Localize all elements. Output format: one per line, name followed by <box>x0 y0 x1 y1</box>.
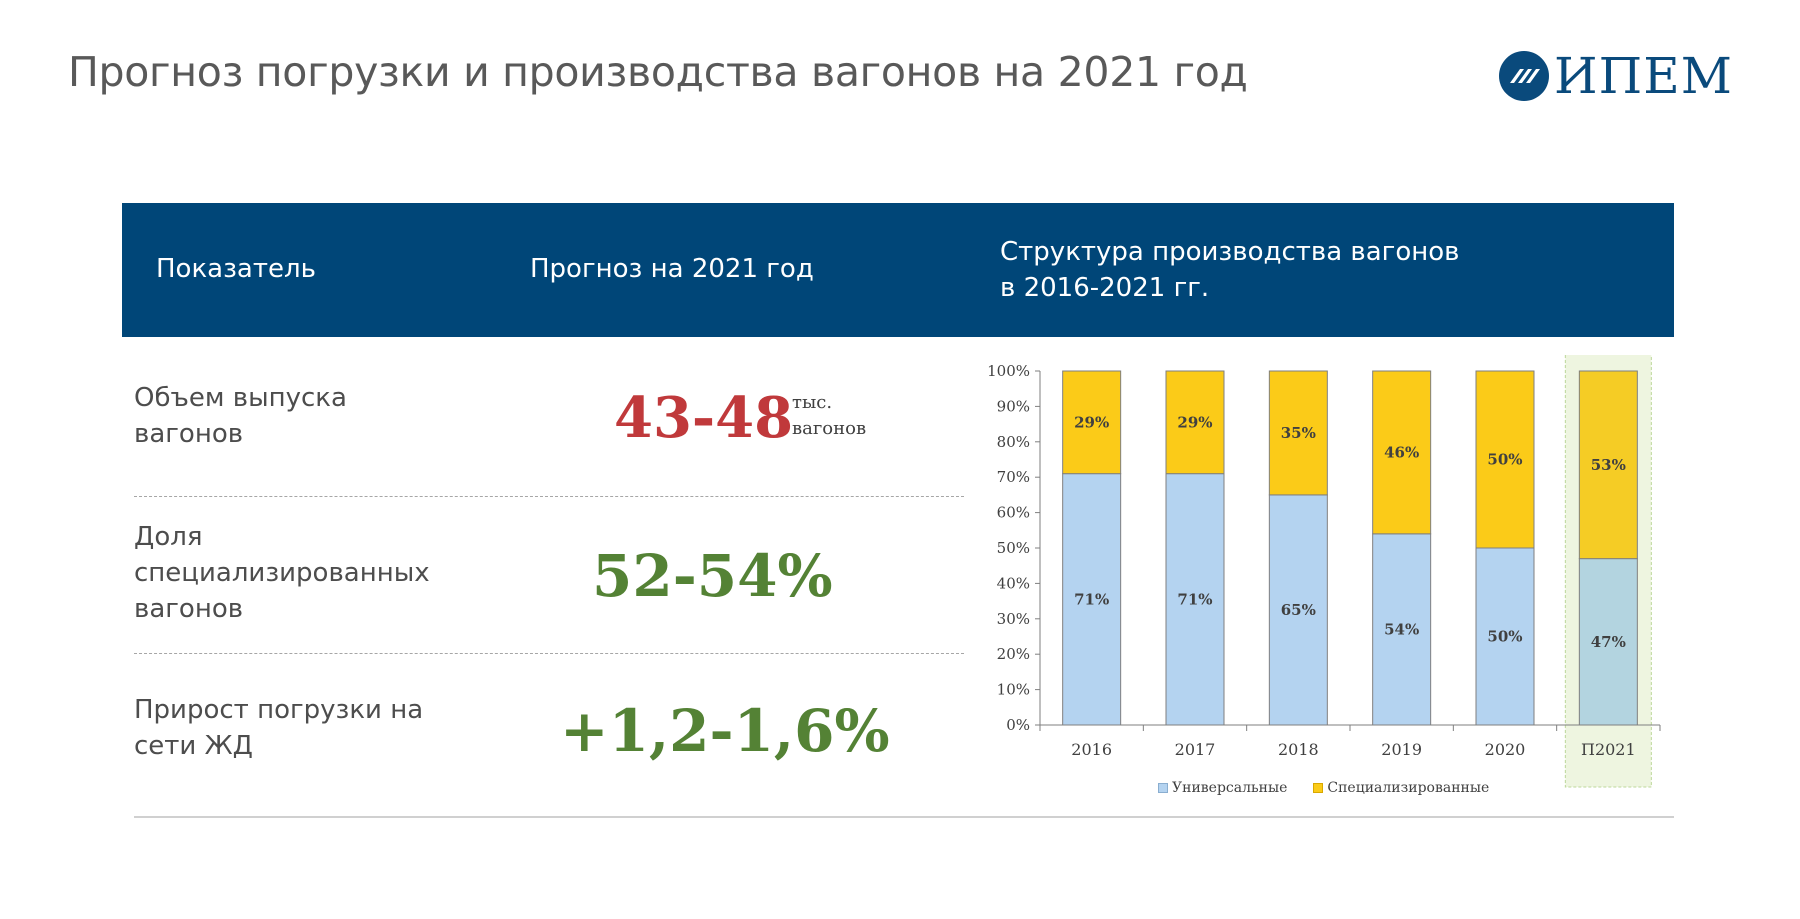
x-tick-label: 2018 <box>1278 740 1319 759</box>
production-structure-chart: 0% 10% 20% 30% 40% 50% 60% 70% 80% 90% 100% 71% 29% 2… <box>960 355 1680 815</box>
column-header-structure-line1: Структура производства вагонов <box>1000 237 1460 267</box>
row-divider <box>134 653 964 654</box>
column-header-structure: Структура производства вагонов в 2016-20… <box>1000 234 1520 306</box>
data-label-specialized: 53% <box>1591 456 1626 474</box>
value-loading-growth: +1,2-1,6% <box>560 697 890 765</box>
bar-specialized <box>1578 370 1638 560</box>
value-specialized-share: 52-54% <box>592 542 833 610</box>
row-label-line: Доля <box>134 522 203 552</box>
y-tick-label: 20% <box>997 645 1030 663</box>
y-tick-label: 50% <box>997 539 1030 557</box>
y-tick-label: 40% <box>997 574 1030 592</box>
legend-item-specialized: Специализированные <box>1313 780 1489 796</box>
x-tick-label: 2016 <box>1071 740 1112 759</box>
column-header-indicator: Показатель <box>156 254 316 284</box>
y-tick-label: 100% <box>987 362 1030 380</box>
column-header-structure-line2: в 2016-2021 гг. <box>1000 273 1210 303</box>
logo-text: ИПЕМ <box>1554 47 1733 105</box>
y-tick-label: 0% <box>1006 716 1030 734</box>
bar-universal <box>1475 547 1535 726</box>
bar-universal <box>1578 558 1638 726</box>
bar-specialized <box>1475 370 1535 549</box>
y-tick-label: 70% <box>997 468 1030 486</box>
x-tick-label: 2020 <box>1485 740 1526 759</box>
bar-specialized <box>1372 370 1432 535</box>
row-label-line: Объем выпуска <box>134 383 347 413</box>
y-tick-label: 60% <box>997 504 1030 522</box>
legend-swatch-specialized <box>1313 783 1324 793</box>
bar-universal <box>1165 473 1225 726</box>
value-unit: тыс. вагонов <box>792 390 866 442</box>
data-label-universal: 65% <box>1281 601 1316 619</box>
x-tick-label: 2017 <box>1175 740 1216 759</box>
row-label-line: Прирост погрузки на <box>134 695 424 725</box>
data-label-universal: 71% <box>1074 590 1109 608</box>
column-header-forecast: Прогноз на 2021 год <box>530 254 814 284</box>
data-label-universal: 54% <box>1384 620 1419 638</box>
data-label-specialized: 29% <box>1177 413 1212 431</box>
row-label-loading-growth: Прирост погрузки на сети ЖД <box>134 692 474 764</box>
data-label-specialized: 46% <box>1384 443 1419 461</box>
x-tick-label: П2021 <box>1581 740 1636 759</box>
ipem-logo-icon <box>1499 51 1549 101</box>
row-label-line: специализированных <box>134 558 430 588</box>
legend-swatch-universal <box>1158 783 1168 793</box>
legend-label-universal: Универсальные <box>1172 780 1288 796</box>
y-tick-label: 90% <box>997 397 1030 415</box>
data-label-specialized: 29% <box>1074 413 1109 431</box>
row-label-specialized-share: Доля специализированных вагонов <box>134 519 474 627</box>
row-label-output-volume: Объем выпуска вагонов <box>134 380 474 452</box>
y-tick-label: 80% <box>997 433 1030 451</box>
legend-item-universal: Универсальные <box>1158 780 1287 796</box>
legend-label-specialized: Специализированные <box>1327 780 1490 796</box>
value-output-volume: 43-48 <box>614 385 794 451</box>
chart-legend: Универсальные Специализированные <box>1158 780 1489 796</box>
table-header: Показатель Прогноз на 2021 год Структура… <box>122 203 1674 337</box>
row-label-line: вагонов <box>134 594 244 624</box>
row-label-line: сети ЖД <box>134 731 253 761</box>
bar-universal <box>1062 473 1122 726</box>
ipem-logo: ИПЕМ <box>1498 48 1733 104</box>
data-label-specialized: 35% <box>1281 424 1316 442</box>
y-tick-label: 30% <box>997 610 1030 628</box>
bar-universal <box>1372 533 1432 726</box>
table-bottom-rule <box>134 816 1674 818</box>
data-label-specialized: 50% <box>1487 451 1522 469</box>
bar-specialized <box>1062 370 1122 475</box>
row-label-line: вагонов <box>134 419 244 449</box>
data-label-universal: 71% <box>1177 590 1212 608</box>
row-divider <box>134 496 964 497</box>
unit-line: тыс. <box>792 392 833 413</box>
page-title: Прогноз погрузки и производства вагонов … <box>68 48 1248 96</box>
y-tick-label: 10% <box>997 681 1030 699</box>
data-label-universal: 47% <box>1591 633 1626 651</box>
unit-line: вагонов <box>792 418 867 439</box>
x-tick-label: 2019 <box>1381 740 1422 759</box>
bar-specialized <box>1165 370 1225 475</box>
bar-specialized <box>1268 370 1328 496</box>
data-label-universal: 50% <box>1487 628 1522 646</box>
stacked-bar-chart: 0% 10% 20% 30% 40% 50% 60% 70% 80% 90% 100% 71% 29% 2… <box>987 355 1661 788</box>
